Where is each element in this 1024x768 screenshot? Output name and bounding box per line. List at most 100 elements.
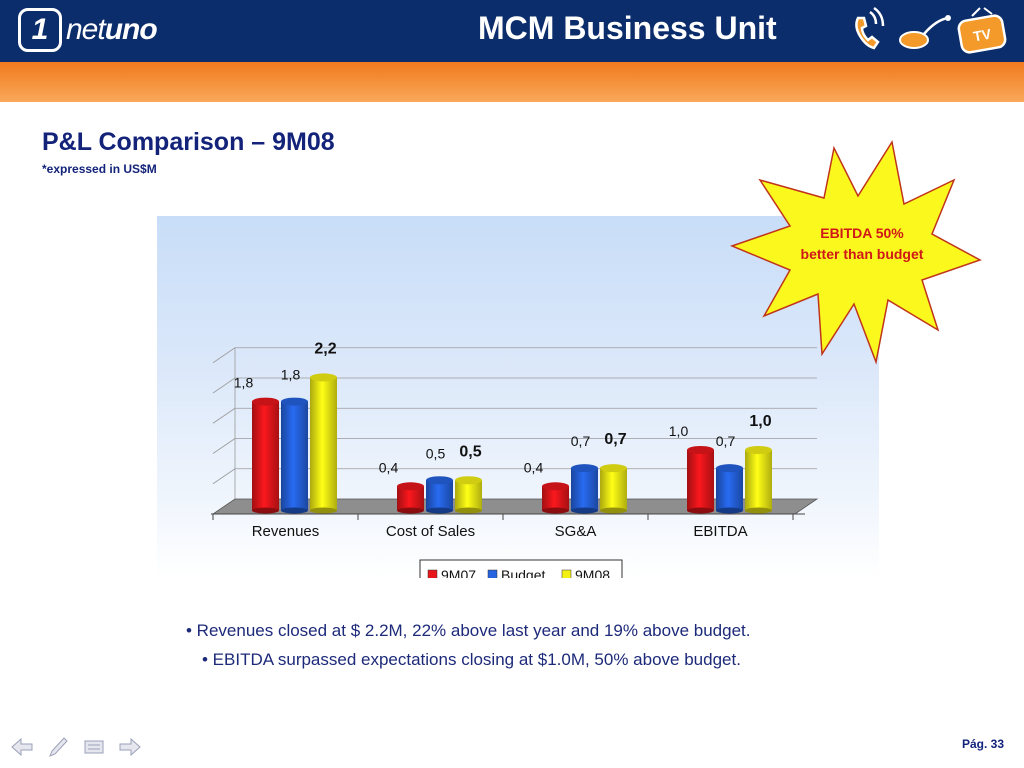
bar-budget-3 (716, 464, 743, 514)
data-label: 1,8 (281, 367, 301, 383)
data-label: 1,0 (749, 413, 771, 430)
bar-top (455, 476, 482, 485)
netuno-logo: 1 netuno (18, 6, 158, 54)
bar-body (455, 480, 482, 511)
legend-swatch (427, 569, 438, 578)
callout-line-2: better than budget (801, 246, 924, 262)
bar-top (687, 446, 714, 454)
bar-top (310, 373, 337, 382)
x-tick-label: SG&A (555, 523, 597, 540)
bar-chart: Revenues Cost of Sales SG&A EBITDA 1,8 1,8 2,2… (211, 340, 819, 578)
logo-net: net (66, 13, 106, 46)
data-label: 0,5 (459, 443, 481, 460)
data-label: 2,2 (314, 340, 336, 357)
page-number: Pág. 33 (961, 737, 1004, 751)
gridline-side (212, 407, 236, 424)
header-bar (0, 0, 1024, 62)
gridline-side (212, 468, 236, 485)
bar-budget-2 (571, 464, 598, 514)
pen-icon[interactable] (46, 736, 70, 758)
bar-bottom (310, 507, 337, 514)
bar-bottom (687, 507, 714, 514)
data-label: 1,8 (234, 375, 254, 391)
bar-body (687, 450, 714, 511)
bar-9m07-1 (397, 482, 424, 514)
legend: 9M07 Budget 9M08 (419, 559, 623, 578)
bar-body (310, 377, 337, 511)
bar-9m08-3 (745, 446, 772, 514)
bullet-revenues: • Revenues closed at $ 2.2M, 22% above l… (186, 621, 751, 640)
x-tick-label: Revenues (252, 523, 320, 540)
bar-9m07-2 (542, 482, 569, 514)
bar-top (745, 446, 772, 454)
back-arrow-icon[interactable] (10, 736, 34, 758)
starburst-shape (729, 140, 982, 365)
bar-bottom (455, 507, 482, 514)
bar-top (252, 397, 279, 406)
bar-bottom (426, 507, 453, 514)
legend-swatch (561, 569, 572, 578)
bar-top (571, 464, 598, 473)
callout-line-1: EBITDA 50% (820, 225, 904, 241)
forward-arrow-icon[interactable] (118, 736, 142, 758)
unit-title: MCM Business Unit (478, 10, 777, 46)
bar-9m07-0 (252, 397, 279, 514)
legend-label: Budget (501, 567, 545, 578)
bar-top (716, 464, 743, 473)
bar-body (716, 468, 743, 511)
gridline-side (212, 347, 236, 364)
menu-icon[interactable] (82, 736, 106, 758)
bar-bottom (571, 507, 598, 514)
bar-body (571, 468, 598, 511)
bar-top (600, 464, 627, 473)
bullet-list: • Revenues closed at $ 2.2M, 22% above l… (186, 621, 751, 679)
bullet-ebitda: • EBITDA surpassed expectations closing … (202, 650, 741, 669)
bar-bottom (745, 507, 772, 514)
bar-body (281, 401, 308, 511)
bar-top (426, 476, 453, 485)
legend-box (419, 559, 623, 578)
legend-label: 9M07 (441, 567, 476, 578)
bar-bottom (542, 507, 569, 514)
logo-one-mark: 1 (18, 8, 62, 52)
legend-label: 9M08 (575, 567, 610, 578)
bar-bottom (252, 507, 279, 514)
legend-swatch (487, 569, 498, 578)
bar-bottom (716, 507, 743, 514)
x-tick-label: Cost of Sales (386, 523, 475, 540)
data-label: 0,7 (604, 431, 626, 448)
data-label: 1,0 (669, 423, 689, 439)
ebitda-callout-starburst: EBITDA 50% better than budget (729, 140, 982, 365)
modem-icon (899, 15, 951, 49)
gridline-side (212, 377, 236, 394)
slide-navigation (10, 736, 142, 758)
bar-body (426, 480, 453, 511)
bar-body (397, 486, 424, 511)
bar-bottom (281, 507, 308, 514)
bar-top (542, 482, 569, 491)
data-label: 0,4 (524, 459, 544, 475)
bar-9m08-2 (600, 464, 627, 514)
bar-bottom (397, 507, 424, 514)
slide-title: P&L Comparison – 9M08 (42, 128, 335, 156)
logo-wordmark: netuno (66, 13, 158, 47)
bar-9m08-1 (455, 476, 482, 514)
bar-9m07-3 (687, 446, 714, 514)
bar-top (281, 397, 308, 406)
bar-body (252, 401, 279, 511)
phone-icon (855, 6, 885, 50)
data-label: 0,4 (379, 459, 399, 475)
bar-budget-1 (426, 476, 453, 514)
tv-icon: TV (957, 7, 1007, 54)
bar-top (397, 482, 424, 491)
data-label: 0,7 (716, 433, 736, 449)
bar-bottom (600, 507, 627, 514)
x-tick-label: EBITDA (693, 523, 747, 540)
logo-uno: uno (104, 13, 158, 46)
slide-subtitle: *expressed in US$M (42, 162, 157, 176)
bar-body (600, 468, 627, 511)
bar-9m08-0 (310, 373, 337, 514)
tv-label: TV (972, 25, 993, 44)
bar-body (542, 486, 569, 511)
data-label: 0,5 (426, 445, 446, 461)
